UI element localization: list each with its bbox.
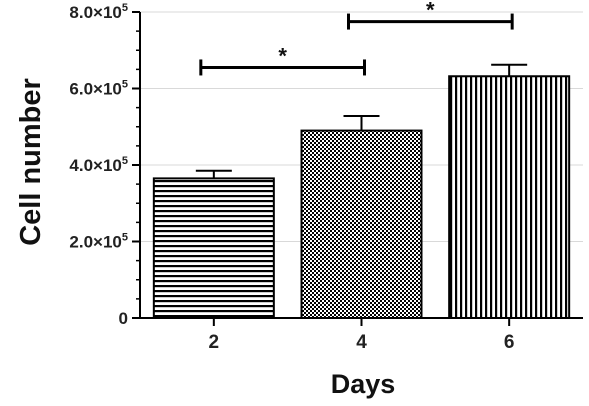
y-tick-label: 4.0×105	[69, 155, 128, 175]
y-tick-exponent: 5	[122, 2, 128, 14]
axes	[132, 11, 583, 326]
y-axis-label: Cell number	[15, 78, 47, 246]
y-tick-base: 8.0×10	[69, 3, 121, 22]
y-tick-label: 2.0×105	[69, 232, 128, 252]
significance-brackets: **	[199, 0, 514, 76]
x-tick-label: 4	[356, 332, 367, 353]
y-tick-base: 4.0×10	[69, 156, 121, 175]
x-tick-labels: 2 4 6	[209, 332, 515, 353]
y-tick-exponent: 5	[122, 79, 128, 91]
y-tick-base: 6.0×10	[69, 80, 121, 99]
y-tick-label: 6.0×105	[69, 79, 128, 99]
y-tick-exponent: 5	[122, 232, 128, 244]
y-tick-base: 0	[119, 309, 128, 328]
significance-label: *	[426, 0, 435, 23]
x-tick-label: 6	[504, 332, 515, 353]
y-tick-label: 0	[119, 309, 128, 328]
significance-label: *	[278, 43, 287, 68]
y-tick-label: 8.0×105	[69, 2, 128, 22]
x-axis-label: Days	[331, 369, 396, 399]
bars	[152, 75, 571, 320]
bar-day-6	[448, 75, 571, 320]
y-tick-exponent: 5	[122, 155, 128, 167]
x-tick-label: 2	[209, 332, 220, 353]
bar-day-2	[152, 177, 275, 319]
error-bars	[195, 63, 528, 179]
y-tick-base: 2.0×10	[69, 233, 121, 252]
bar-day-4	[300, 129, 423, 319]
